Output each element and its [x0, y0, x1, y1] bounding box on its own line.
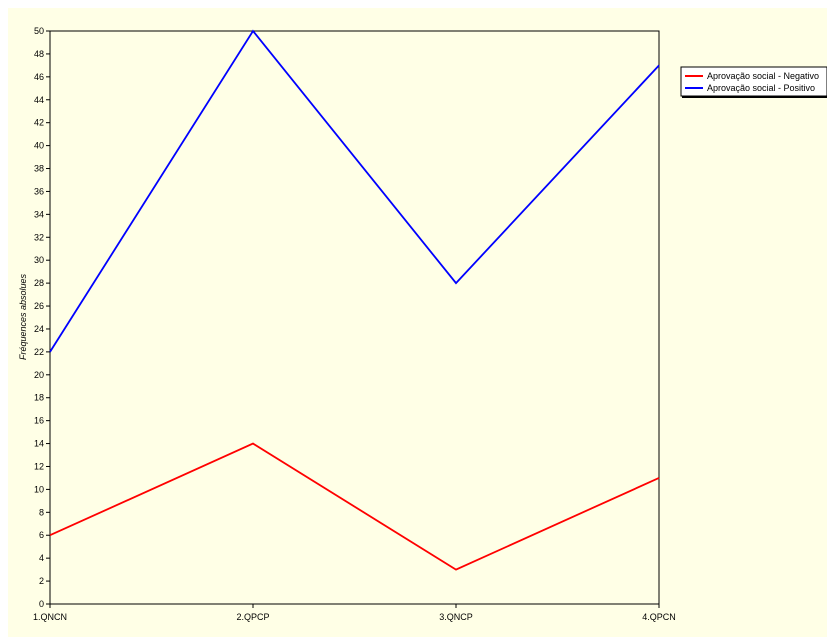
y-tick-label: 12	[34, 461, 44, 471]
legend: Aprovação social - Negativo Aprovação soc…	[680, 66, 827, 98]
y-tick-label: 2	[39, 576, 44, 586]
y-tick-label: 48	[34, 49, 44, 59]
y-tick-label: 46	[34, 72, 44, 82]
y-tick-label: 4	[39, 553, 44, 563]
y-tick-label: 38	[34, 164, 44, 174]
y-tick-label: 0	[39, 599, 44, 609]
y-tick-label: 10	[34, 484, 44, 494]
legend-label: Aprovação social - Positivo	[707, 83, 815, 93]
y-tick-label: 16	[34, 416, 44, 426]
y-tick-label: 24	[34, 324, 44, 334]
axis-layer	[49, 30, 660, 605]
x-tick-label: 1.QNCN	[33, 612, 67, 622]
y-tick-label: 28	[34, 278, 44, 288]
y-tick-label: 22	[34, 347, 44, 357]
y-tick-label: 32	[34, 232, 44, 242]
plot-area	[49, 30, 660, 605]
y-tick-label: 14	[34, 439, 44, 449]
x-tick-label: 4.QPCN	[642, 612, 676, 622]
x-tick-label: 2.QPCP	[236, 612, 269, 622]
y-tick-label: 34	[34, 209, 44, 219]
y-tick-label: 18	[34, 393, 44, 403]
y-tick-label: 26	[34, 301, 44, 311]
y-tick-label: 6	[39, 530, 44, 540]
x-tick-label: 3.QNCP	[439, 612, 473, 622]
y-tick-label: 42	[34, 118, 44, 128]
series-line-2	[49, 29, 660, 353]
y-tick-label: 20	[34, 370, 44, 380]
y-tick-label: 40	[34, 141, 44, 151]
y-axis-label: Fréquences absolues	[18, 273, 28, 360]
series-layer	[49, 29, 660, 571]
legend-box	[680, 66, 827, 97]
y-tick-label: 50	[34, 26, 44, 36]
legend-label: Aprovação social - Negativo	[707, 71, 819, 81]
y-tick-label: 8	[39, 507, 44, 517]
y-tick-label: 30	[34, 255, 44, 265]
series-line-1	[49, 442, 660, 571]
y-tick-label: 36	[34, 186, 44, 196]
tick-layer: 0246810121416182022242628303234363840424…	[33, 26, 676, 622]
y-tick-label: 44	[34, 95, 44, 105]
